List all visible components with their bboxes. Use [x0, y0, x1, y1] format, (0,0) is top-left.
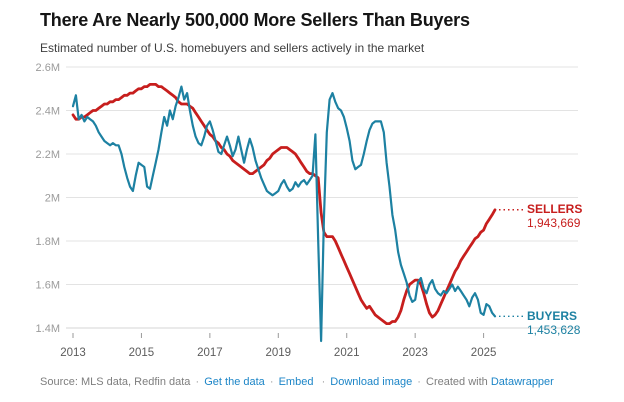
download-image-link[interactable]: Download image — [330, 376, 413, 388]
x-axis-label: 2017 — [197, 347, 223, 359]
footer-separator: · — [321, 376, 326, 388]
y-axis-label: 2.4M — [36, 106, 60, 118]
y-axis-label: 2.6M — [36, 62, 60, 74]
chart-title: There Are Nearly 500,000 More Sellers Th… — [40, 10, 470, 30]
x-axis-label: 2023 — [402, 347, 428, 359]
chart-footer: Source: MLS data, Redfin data · Get the … — [40, 376, 610, 388]
buyers-latest-value: 1,453,628 — [527, 322, 581, 337]
buyers-series-label: BUYERS — [527, 309, 578, 323]
chart-subtitle: Estimated number of U.S. homebuyers and … — [40, 41, 425, 55]
x-axis-label: 2015 — [129, 347, 155, 359]
footer-separator: · — [269, 376, 274, 388]
source-text: Source: MLS data, Redfin data — [40, 376, 191, 388]
x-axis-label: 2025 — [471, 347, 497, 359]
get-the-data-link[interactable]: Get the data — [204, 376, 265, 388]
y-axis-label: 1.8M — [36, 236, 60, 248]
x-axis-label: 2019 — [266, 347, 292, 359]
y-axis-label: 1.4M — [36, 323, 60, 335]
sellers-series-label: SELLERS — [527, 202, 583, 216]
datawrapper-link[interactable]: Datawrapper — [490, 376, 554, 388]
created-with-text: Created with — [426, 376, 488, 388]
sellers-line[interactable] — [71, 83, 497, 326]
y-axis-label: 2M — [45, 193, 60, 205]
footer-separator: · — [417, 376, 421, 388]
y-axis-label: 1.6M — [36, 280, 60, 292]
embed-link[interactable]: Embed — [278, 376, 314, 388]
buyers-end-annotation: BUYERS 1,453,628 — [527, 309, 581, 337]
x-axis-label: 2013 — [60, 347, 86, 359]
y-axis-label: 2.2M — [36, 149, 60, 161]
sellers-end-annotation: SELLERS 1,943,669 — [527, 202, 583, 230]
footer-separator: · — [195, 376, 200, 388]
sellers-latest-value: 1,943,669 — [527, 215, 581, 230]
x-axis-label: 2021 — [334, 347, 360, 359]
buyers-line[interactable] — [71, 85, 497, 343]
